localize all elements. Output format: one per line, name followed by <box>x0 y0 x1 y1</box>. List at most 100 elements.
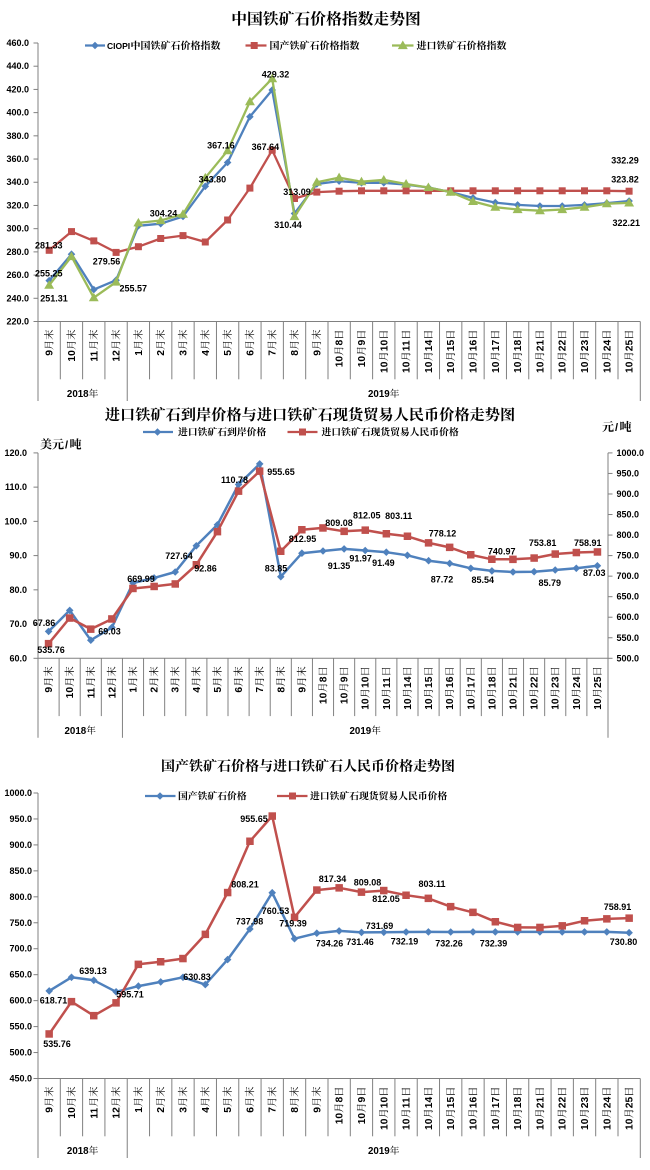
svg-text:9: 9 <box>44 687 55 693</box>
svg-text:760.53: 760.53 <box>262 906 290 916</box>
svg-text:9: 9 <box>45 350 56 356</box>
svg-text:10: 10 <box>382 698 393 710</box>
svg-text:280.0: 280.0 <box>6 247 29 257</box>
svg-text:750.0: 750.0 <box>9 918 32 928</box>
svg-text:732.26: 732.26 <box>435 939 463 949</box>
svg-text:300.0: 300.0 <box>6 224 29 234</box>
svg-text:800.0: 800.0 <box>617 530 640 540</box>
svg-text:618.71: 618.71 <box>40 996 68 1006</box>
svg-text:758.91: 758.91 <box>604 902 632 912</box>
svg-text:87.72: 87.72 <box>431 574 454 584</box>
svg-text:69.03: 69.03 <box>98 627 121 637</box>
svg-text:734.26: 734.26 <box>316 939 344 949</box>
svg-text:85.54: 85.54 <box>472 575 495 585</box>
svg-text:10: 10 <box>530 698 541 710</box>
svg-text:220.0: 220.0 <box>6 317 29 327</box>
svg-text:10: 10 <box>572 698 583 710</box>
svg-text:16: 16 <box>445 676 456 688</box>
svg-text:10: 10 <box>65 687 76 699</box>
svg-text:429.32: 429.32 <box>262 70 290 80</box>
svg-text:650.0: 650.0 <box>9 970 32 980</box>
svg-text:9: 9 <box>340 676 351 682</box>
svg-text:7: 7 <box>255 687 266 693</box>
svg-text:7: 7 <box>268 350 279 356</box>
svg-text:11: 11 <box>89 1107 100 1118</box>
svg-text:10: 10 <box>469 361 480 373</box>
svg-text:700.0: 700.0 <box>9 944 32 954</box>
svg-text:10: 10 <box>491 361 502 373</box>
svg-text:18: 18 <box>513 1096 524 1108</box>
svg-text:10: 10 <box>424 1118 435 1130</box>
svg-text:85.79: 85.79 <box>539 578 562 588</box>
svg-text:8: 8 <box>290 1107 301 1113</box>
svg-text:639.13: 639.13 <box>79 966 107 976</box>
svg-text:731.69: 731.69 <box>366 921 394 931</box>
svg-text:4: 4 <box>201 350 212 356</box>
svg-text:10: 10 <box>379 1096 390 1108</box>
svg-text:10: 10 <box>625 1118 636 1130</box>
svg-text:955.65: 955.65 <box>240 814 268 824</box>
svg-text:950.0: 950.0 <box>9 814 32 824</box>
svg-text:120.0: 120.0 <box>4 448 27 458</box>
svg-text:17: 17 <box>491 339 502 351</box>
svg-text:3: 3 <box>179 350 190 356</box>
svg-text:10: 10 <box>580 361 591 373</box>
svg-text:10: 10 <box>551 698 562 710</box>
svg-text:2019: 2019 <box>368 389 390 400</box>
svg-text:360.0: 360.0 <box>6 154 29 164</box>
svg-text:550.0: 550.0 <box>617 633 640 643</box>
svg-text:732.19: 732.19 <box>391 937 419 947</box>
svg-text:367.16: 367.16 <box>207 141 235 151</box>
svg-text:3: 3 <box>171 687 182 693</box>
svg-text:25: 25 <box>593 676 604 688</box>
svg-text:9: 9 <box>312 350 323 356</box>
svg-text:16: 16 <box>469 339 480 351</box>
svg-text:500.0: 500.0 <box>617 653 640 663</box>
svg-text:719.39: 719.39 <box>279 919 307 929</box>
svg-text:812.95: 812.95 <box>289 534 317 544</box>
svg-text:535.76: 535.76 <box>43 1039 71 1049</box>
svg-text:669.99: 669.99 <box>127 574 155 584</box>
svg-text:10: 10 <box>361 676 372 688</box>
svg-text:450.0: 450.0 <box>9 1074 32 1084</box>
svg-text:10: 10 <box>357 1113 368 1125</box>
svg-text:340.0: 340.0 <box>6 177 29 187</box>
svg-text:15: 15 <box>424 676 435 688</box>
svg-text:24: 24 <box>602 1096 613 1108</box>
svg-text:10: 10 <box>535 1118 546 1130</box>
svg-text:9: 9 <box>45 1107 56 1113</box>
svg-text:10: 10 <box>379 1118 390 1130</box>
svg-text:440.0: 440.0 <box>6 61 29 71</box>
svg-text:279.56: 279.56 <box>93 257 121 267</box>
svg-text:10: 10 <box>446 1118 457 1130</box>
svg-text:630.83: 630.83 <box>183 972 211 982</box>
svg-text:10: 10 <box>625 361 636 373</box>
svg-text:10: 10 <box>513 361 524 373</box>
svg-text:22: 22 <box>558 1096 569 1108</box>
svg-text:10: 10 <box>602 1118 613 1130</box>
svg-text:730.80: 730.80 <box>610 937 638 947</box>
svg-text:80.0: 80.0 <box>9 585 27 595</box>
svg-text:750.0: 750.0 <box>617 551 640 561</box>
svg-text:10: 10 <box>67 1107 78 1119</box>
svg-text:2: 2 <box>156 1107 167 1113</box>
svg-text:1: 1 <box>134 1107 145 1113</box>
svg-text:67.86: 67.86 <box>33 618 56 628</box>
svg-text:87.03: 87.03 <box>583 568 606 578</box>
svg-text:500.0: 500.0 <box>9 1048 32 1058</box>
svg-text:10: 10 <box>558 361 569 373</box>
svg-text:16: 16 <box>469 1096 480 1108</box>
svg-text:400.0: 400.0 <box>6 108 29 118</box>
svg-text:14: 14 <box>424 339 435 351</box>
svg-text:60.0: 60.0 <box>9 653 27 663</box>
svg-text:7: 7 <box>268 1107 279 1113</box>
svg-text:10: 10 <box>513 1118 524 1130</box>
svg-text:3: 3 <box>179 1107 190 1113</box>
svg-text:320.0: 320.0 <box>6 201 29 211</box>
svg-text:9: 9 <box>357 1097 368 1103</box>
svg-text:10: 10 <box>487 698 498 710</box>
svg-text:5: 5 <box>213 687 224 693</box>
svg-text:955.65: 955.65 <box>267 467 295 477</box>
svg-text:12: 12 <box>112 1107 123 1119</box>
svg-text:83.85: 83.85 <box>265 564 288 574</box>
